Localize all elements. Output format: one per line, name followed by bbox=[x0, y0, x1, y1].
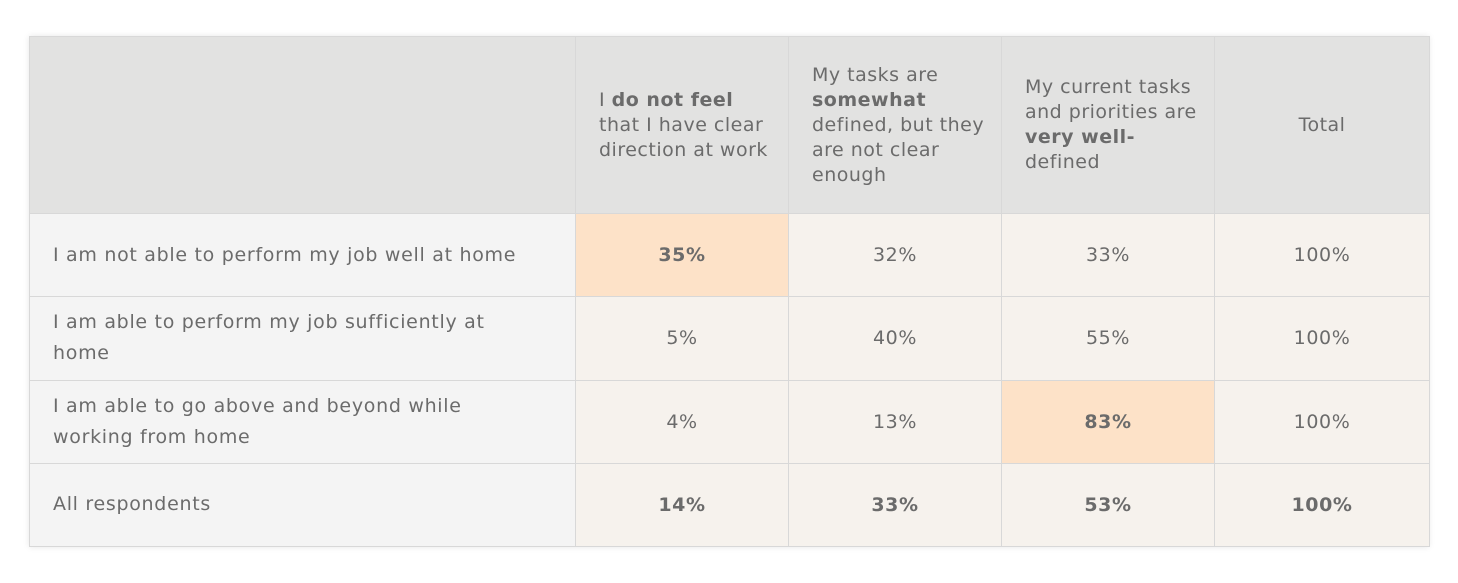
row-label: I am able to perform my job sufficiently… bbox=[29, 296, 576, 381]
header-text: defined bbox=[1025, 151, 1101, 173]
value-cell: 55% bbox=[1001, 296, 1215, 381]
header-text: that I have clear direction at work bbox=[599, 113, 768, 161]
table-row: I am not able to perform my job well at … bbox=[29, 212, 1430, 298]
highlighted-value-cell: 83% bbox=[1001, 379, 1215, 464]
row-label: All respondents bbox=[29, 462, 576, 548]
value-cell: 33% bbox=[1001, 212, 1215, 298]
data-table-container: I do not feel that I have clear directio… bbox=[29, 36, 1430, 548]
header-very-well-defined: My current tasks and priorities are very… bbox=[1001, 36, 1215, 214]
table-row: I am able to go above and beyond while w… bbox=[29, 379, 1430, 464]
value-cell: 14% bbox=[575, 462, 789, 548]
table-body: I am not able to perform my job well at … bbox=[29, 212, 1430, 548]
header-no-direction: I do not feel that I have clear directio… bbox=[575, 36, 789, 214]
header-somewhat-defined: My tasks are somewhat defined, but they … bbox=[788, 36, 1002, 214]
header-text: My current tasks and priorities are bbox=[1025, 76, 1197, 123]
header-text: My tasks are bbox=[812, 63, 939, 86]
value-cell: 13% bbox=[788, 379, 1002, 464]
data-table: I do not feel that I have clear directio… bbox=[29, 36, 1430, 548]
header-empty-cell bbox=[29, 36, 576, 214]
value-cell: 33% bbox=[788, 462, 1002, 548]
value-cell: 4% bbox=[575, 379, 789, 464]
table-row: All respondents 14% 33% 53% 100% bbox=[29, 462, 1430, 548]
table-row: I am able to perform my job sufficiently… bbox=[29, 296, 1430, 381]
value-cell: 40% bbox=[788, 296, 1002, 381]
value-cell: 32% bbox=[788, 212, 1002, 298]
value-cell: 100% bbox=[1214, 379, 1430, 464]
value-cell: 100% bbox=[1214, 296, 1430, 381]
value-cell: 100% bbox=[1214, 462, 1430, 548]
highlighted-value-cell: 35% bbox=[575, 212, 789, 298]
header-text: I bbox=[599, 88, 612, 111]
header-text: defined, but they are not clear enough bbox=[812, 113, 985, 186]
value-cell: 100% bbox=[1214, 212, 1430, 298]
row-label: I am not able to perform my job well at … bbox=[29, 212, 576, 298]
value-cell: 5% bbox=[575, 296, 789, 381]
value-cell: 53% bbox=[1001, 462, 1215, 548]
header-emphasis: do not feel bbox=[611, 88, 734, 111]
header-row: I do not feel that I have clear directio… bbox=[29, 36, 1430, 214]
row-label: I am able to go above and beyond while w… bbox=[29, 379, 576, 464]
header-emphasis: somewhat bbox=[812, 88, 927, 111]
header-emphasis: very well- bbox=[1025, 126, 1135, 148]
header-total: Total bbox=[1214, 36, 1430, 214]
